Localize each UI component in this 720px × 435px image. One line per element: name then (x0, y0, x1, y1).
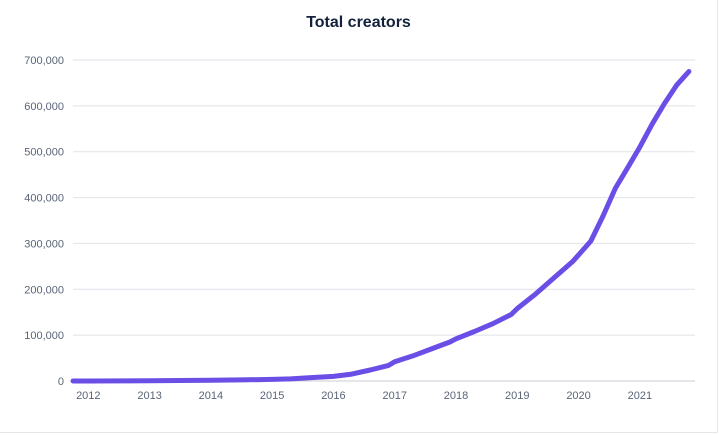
series-layer (70, 69, 692, 384)
y-tick-label: 500,000 (24, 147, 64, 159)
series-line-0 (70, 69, 692, 384)
x-tick-label: 2012 (76, 390, 100, 402)
x-axis-tick-labels: 2012 2013 2014 2015 2016 2017 2018 2019 2020 2021 (76, 390, 652, 402)
x-tick-label: 2013 (137, 390, 161, 402)
x-tick-label: 2015 (260, 390, 284, 402)
x-tick-label: 2016 (321, 390, 345, 402)
y-tick-label: 700,000 (24, 55, 64, 67)
x-tick-label: 2018 (444, 390, 468, 402)
chart-title: Total creators (306, 14, 411, 31)
y-axis-tick-labels: 0 100,000 200,000 300,000 400,000 500,000 600,… (24, 55, 64, 388)
y-tick-label: 100,000 (24, 330, 64, 342)
x-tick-label: 2019 (505, 390, 529, 402)
x-tick-label: 2017 (382, 390, 406, 402)
y-tick-label: 600,000 (24, 101, 64, 113)
x-tick-label: 2021 (628, 390, 652, 402)
x-tick-label: 2014 (199, 390, 223, 402)
y-tick-label: 0 (58, 376, 64, 388)
y-tick-label: 300,000 (24, 238, 64, 250)
y-tick-label: 200,000 (24, 284, 64, 296)
x-tick-label: 2020 (566, 390, 590, 402)
y-tick-label: 400,000 (24, 193, 64, 205)
